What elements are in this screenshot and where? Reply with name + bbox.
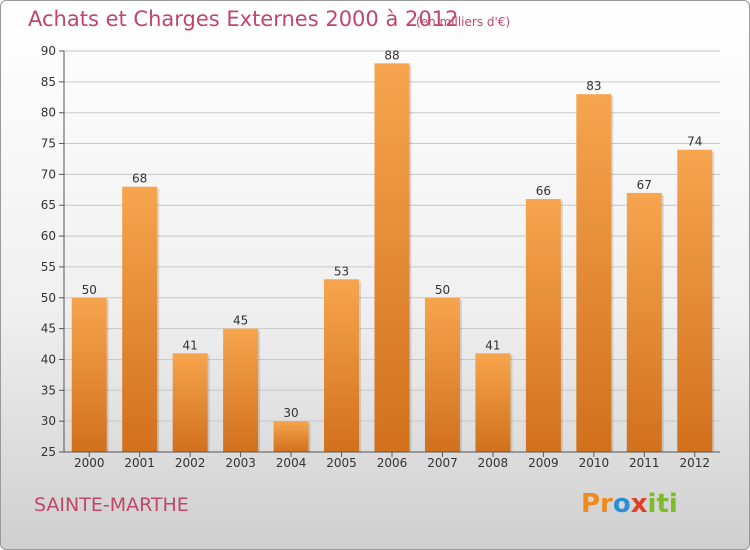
proxiti-logo: Proxiti — [581, 489, 678, 519]
data-label: 53 — [334, 264, 349, 278]
chart-title: Achats et Charges Externes 2000 à 2012 — [28, 7, 459, 31]
bar-2001 — [122, 186, 158, 452]
y-tick-label: 30 — [41, 414, 56, 428]
bar-2008 — [475, 353, 511, 452]
data-label: 45 — [233, 314, 248, 328]
x-tick-label: 2012 — [679, 456, 710, 470]
logo-part-4: iti — [647, 489, 678, 519]
bar-2012 — [677, 149, 713, 452]
y-tick-label: 50 — [41, 291, 56, 305]
x-tick-label: 2007 — [427, 456, 458, 470]
data-label: 50 — [82, 283, 97, 297]
bar-2010 — [576, 94, 612, 452]
x-tick-label: 2009 — [528, 456, 559, 470]
data-label: 66 — [536, 184, 551, 198]
data-label: 41 — [485, 338, 500, 352]
data-label: 74 — [687, 135, 702, 149]
y-tick-label: 70 — [41, 167, 56, 181]
x-tick-label: 2000 — [74, 456, 105, 470]
bar-2005 — [324, 279, 360, 452]
bar-2009 — [525, 199, 561, 452]
x-tick-label: 2010 — [579, 456, 610, 470]
bar-2003 — [223, 328, 259, 452]
x-tick-label: 2011 — [629, 456, 660, 470]
y-tick-label: 75 — [41, 137, 56, 151]
data-label: 41 — [183, 338, 198, 352]
data-label: 88 — [384, 48, 399, 62]
data-label: 67 — [637, 178, 652, 192]
x-tick-label: 2004 — [276, 456, 307, 470]
bar-2004 — [273, 421, 309, 452]
y-tick-label: 25 — [41, 445, 56, 459]
x-tick-label: 2001 — [124, 456, 155, 470]
data-label: 30 — [283, 406, 298, 420]
x-tick-label: 2002 — [175, 456, 206, 470]
y-tick-label: 65 — [41, 198, 56, 212]
y-tick-label: 40 — [41, 352, 56, 366]
logo-part-2: o — [612, 489, 631, 519]
data-label: 83 — [586, 79, 601, 93]
y-tick-label: 85 — [41, 75, 56, 89]
x-tick-label: 2003 — [225, 456, 256, 470]
x-tick-label: 2005 — [326, 456, 357, 470]
y-tick-label: 35 — [41, 383, 56, 397]
logo-part-1: Pr — [581, 489, 613, 519]
place-name: SAINTE-MARTHE — [34, 494, 189, 516]
data-label: 50 — [435, 283, 450, 297]
y-tick-label: 45 — [41, 322, 56, 336]
bar-2000 — [71, 297, 107, 452]
x-tick-label: 2006 — [377, 456, 408, 470]
y-tick-label: 90 — [41, 44, 56, 58]
x-tick-label: 2008 — [478, 456, 509, 470]
bar-2011 — [626, 192, 662, 452]
bar-2007 — [424, 297, 460, 452]
bar-2006 — [374, 63, 410, 452]
bar-2002 — [172, 353, 208, 452]
y-tick-label: 55 — [41, 260, 56, 274]
data-label: 68 — [132, 172, 147, 186]
logo-part-3: x — [630, 489, 648, 519]
chart-subtitle: (en milliers d'€) — [416, 15, 511, 29]
y-tick-label: 80 — [41, 106, 56, 120]
y-tick-label: 60 — [41, 229, 56, 243]
